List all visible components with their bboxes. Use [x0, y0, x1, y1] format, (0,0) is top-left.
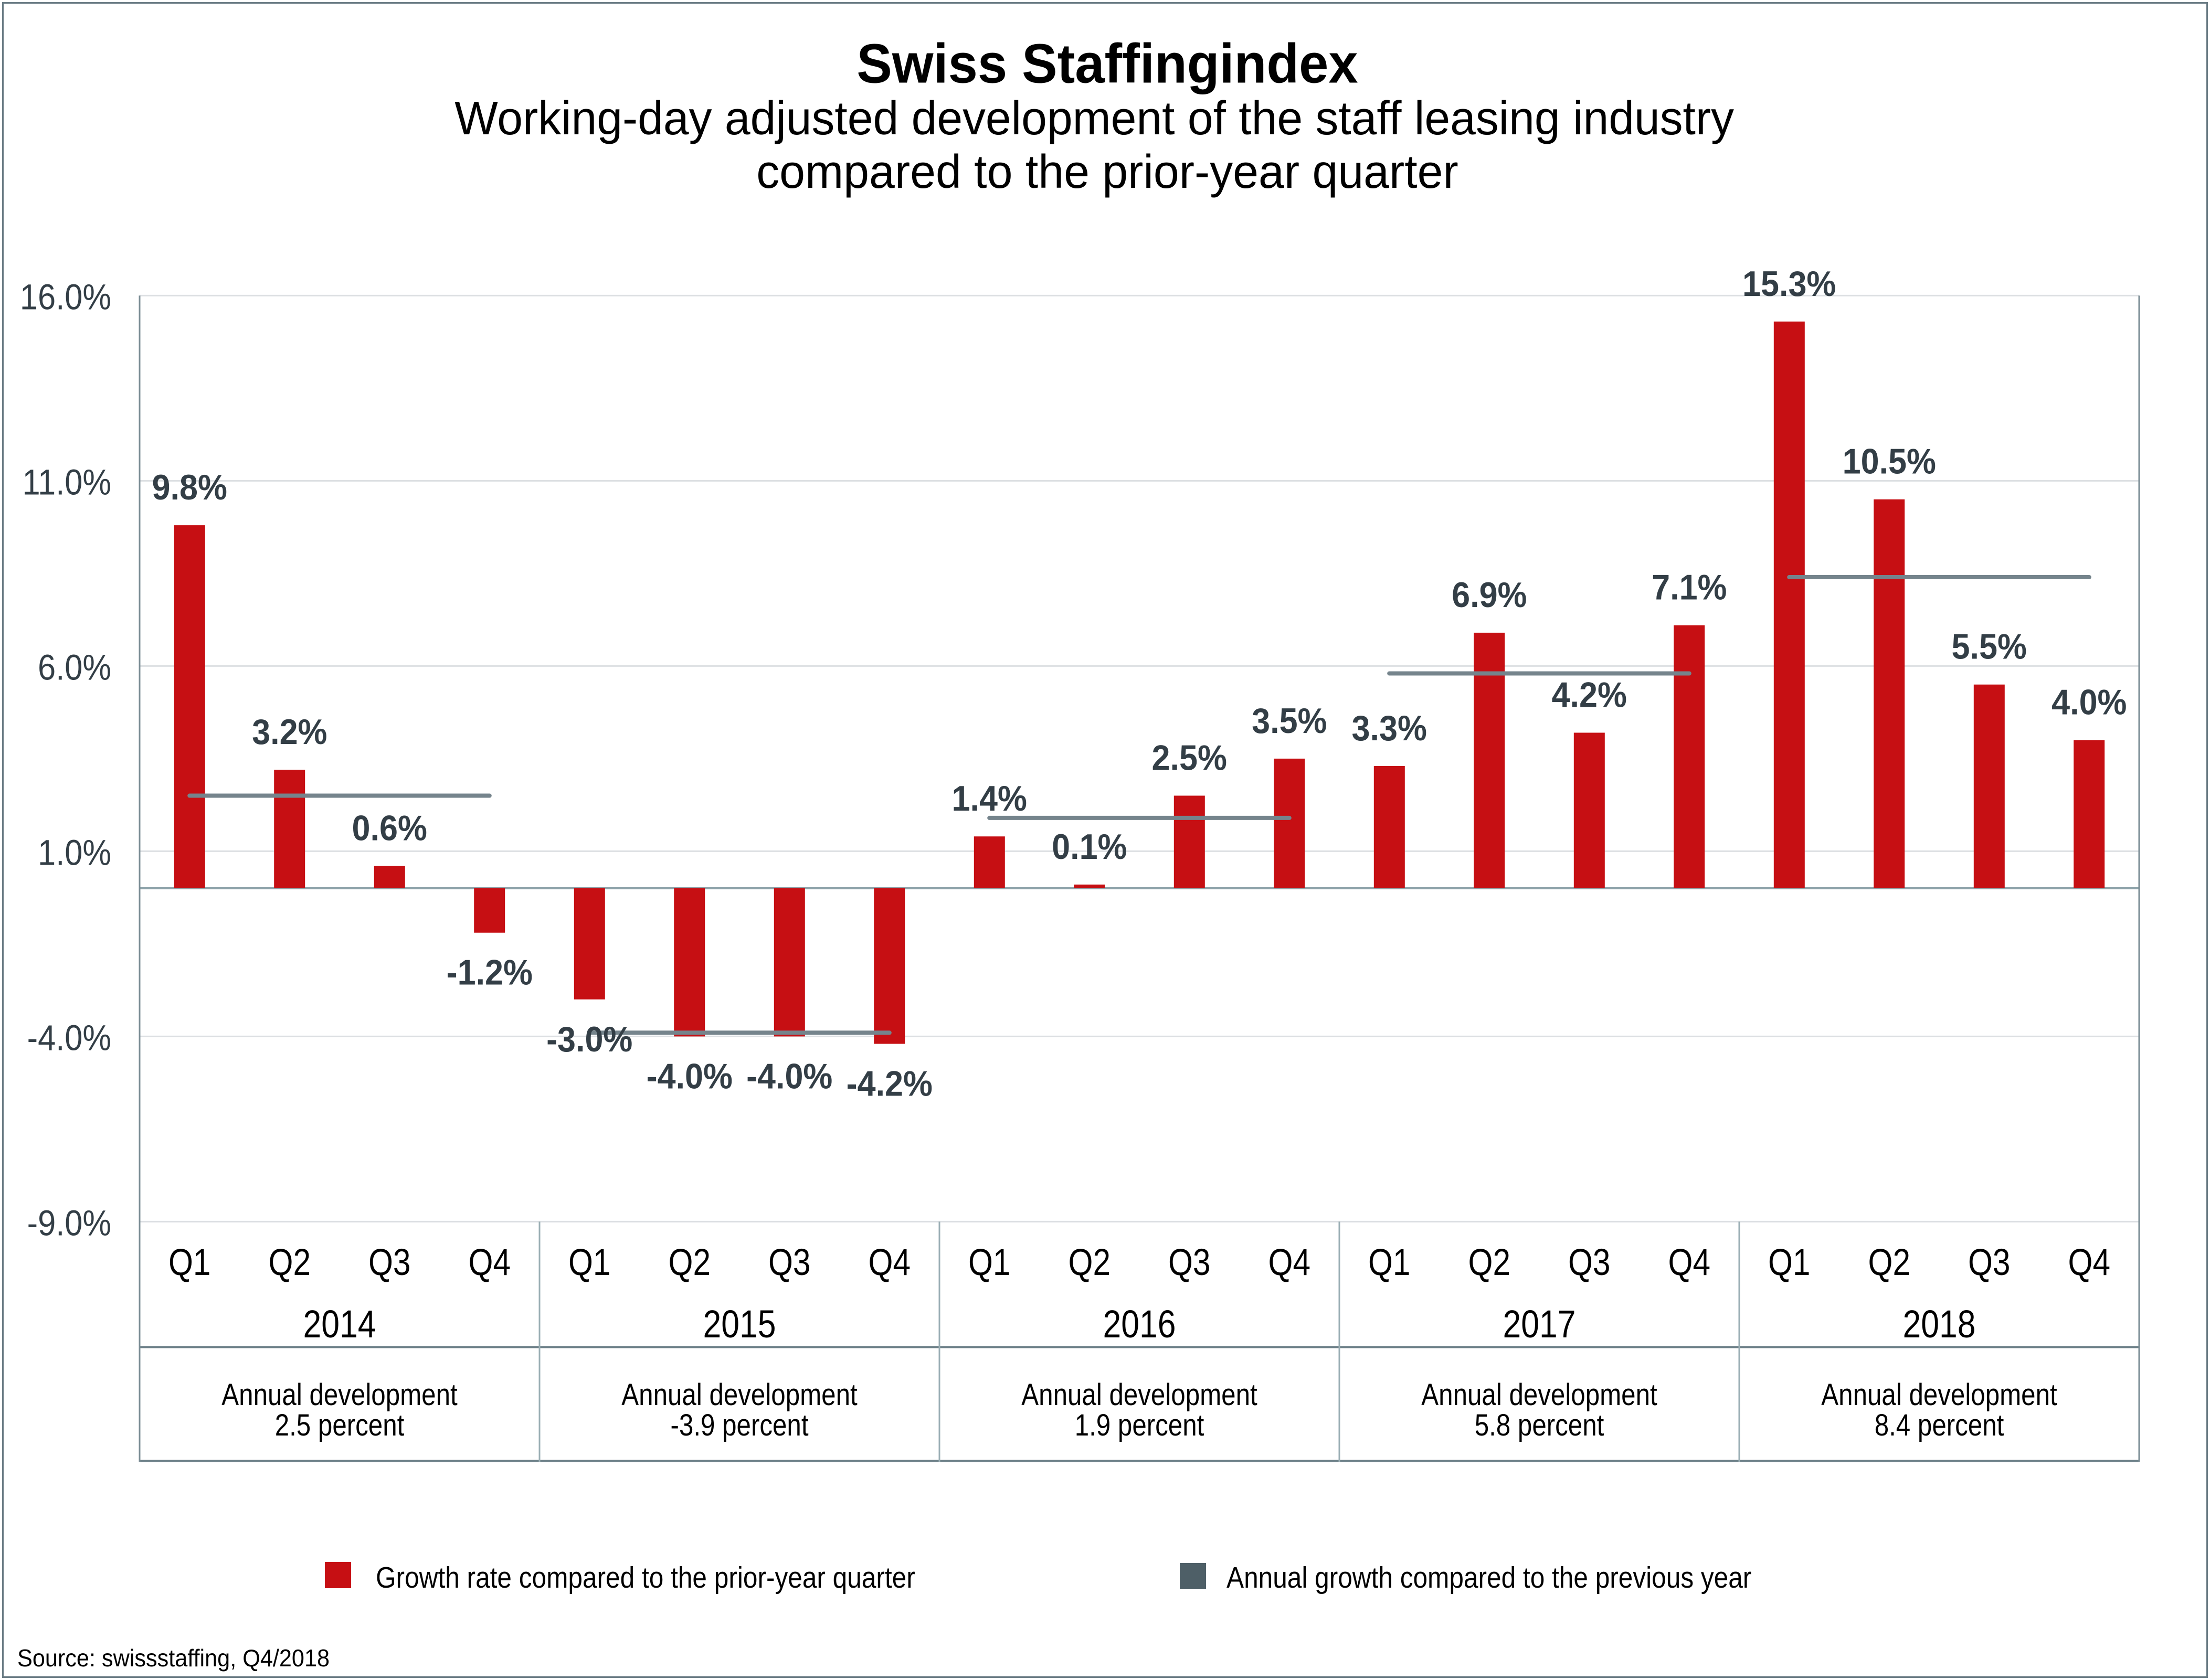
- svg-text:2018: 2018: [1902, 1302, 1975, 1346]
- svg-text:Q4: Q4: [1668, 1241, 1711, 1283]
- svg-text:3.3%: 3.3%: [1352, 708, 1427, 748]
- svg-text:Q2: Q2: [1868, 1241, 1911, 1283]
- svg-text:-4.0%: -4.0%: [647, 1056, 733, 1096]
- svg-text:Annual development: Annual development: [1421, 1378, 1657, 1412]
- svg-text:Working-day adjusted developme: Working-day adjusted development of the …: [454, 92, 1734, 144]
- svg-text:2.5 percent: 2.5 percent: [275, 1408, 405, 1442]
- svg-text:-4.0%: -4.0%: [746, 1056, 832, 1096]
- svg-text:Growth rate compared to the pr: Growth rate compared to the prior-year q…: [376, 1561, 915, 1594]
- svg-text:2015: 2015: [703, 1302, 776, 1346]
- svg-text:15.3%: 15.3%: [1742, 264, 1836, 304]
- svg-text:1.0%: 1.0%: [38, 832, 111, 873]
- svg-text:4.0%: 4.0%: [2052, 682, 2127, 722]
- svg-text:Q4: Q4: [869, 1241, 911, 1283]
- svg-text:1.9 percent: 1.9 percent: [1075, 1408, 1204, 1442]
- svg-text:11.0%: 11.0%: [22, 462, 111, 502]
- svg-text:-1.2%: -1.2%: [447, 952, 533, 992]
- svg-text:Q2: Q2: [1069, 1241, 1111, 1283]
- svg-text:compared to the prior-year qua: compared to the prior-year quarter: [756, 145, 1458, 198]
- svg-text:16.0%: 16.0%: [20, 277, 111, 317]
- svg-text:9.8%: 9.8%: [152, 467, 227, 507]
- svg-text:Q3: Q3: [768, 1241, 811, 1283]
- svg-text:Source: swissstaffing, Q4/2018: Source: swissstaffing, Q4/2018: [17, 1645, 330, 1672]
- svg-text:Q1: Q1: [1768, 1241, 1811, 1283]
- svg-text:5.5%: 5.5%: [1952, 626, 2027, 666]
- svg-text:Q4: Q4: [2068, 1241, 2111, 1283]
- svg-text:1.4%: 1.4%: [952, 779, 1027, 818]
- svg-text:4.2%: 4.2%: [1552, 675, 1627, 715]
- svg-text:6.0%: 6.0%: [38, 647, 111, 687]
- svg-text:6.9%: 6.9%: [1452, 575, 1527, 615]
- svg-text:Annual development: Annual development: [1821, 1378, 2057, 1412]
- svg-text:-3.0%: -3.0%: [546, 1019, 632, 1059]
- svg-text:7.1%: 7.1%: [1652, 567, 1727, 607]
- svg-text:2014: 2014: [303, 1302, 376, 1346]
- svg-text:Q3: Q3: [1568, 1241, 1611, 1283]
- svg-text:-9.0%: -9.0%: [27, 1203, 111, 1243]
- svg-text:Q1: Q1: [968, 1241, 1011, 1283]
- svg-text:Q2: Q2: [269, 1241, 311, 1283]
- svg-text:Q3: Q3: [1168, 1241, 1211, 1283]
- svg-text:10.5%: 10.5%: [1843, 441, 1936, 481]
- svg-text:Q4: Q4: [469, 1241, 511, 1283]
- svg-text:8.4 percent: 8.4 percent: [1875, 1408, 2004, 1442]
- svg-text:2016: 2016: [1103, 1302, 1176, 1346]
- svg-text:Annual development: Annual development: [221, 1378, 457, 1412]
- svg-text:Annual development: Annual development: [621, 1378, 857, 1412]
- svg-text:-4.2%: -4.2%: [847, 1064, 933, 1103]
- svg-text:3.5%: 3.5%: [1252, 701, 1327, 741]
- svg-text:Swiss Staffingindex: Swiss Staffingindex: [856, 32, 1358, 94]
- svg-text:Q1: Q1: [168, 1241, 211, 1283]
- svg-text:2017: 2017: [1503, 1302, 1575, 1346]
- svg-text:Q3: Q3: [368, 1241, 411, 1283]
- svg-text:Q1: Q1: [1368, 1241, 1411, 1283]
- svg-text:Annual growth compared to the: Annual growth compared to the previous y…: [1226, 1561, 1751, 1594]
- svg-text:0.1%: 0.1%: [1052, 827, 1127, 867]
- svg-text:Q3: Q3: [1968, 1241, 2011, 1283]
- svg-text:Annual development: Annual development: [1021, 1378, 1257, 1412]
- svg-text:Q2: Q2: [669, 1241, 711, 1283]
- svg-text:Q1: Q1: [568, 1241, 611, 1283]
- svg-text:3.2%: 3.2%: [252, 712, 327, 752]
- svg-text:0.6%: 0.6%: [352, 808, 427, 848]
- svg-text:2.5%: 2.5%: [1152, 738, 1227, 778]
- svg-text:-4.0%: -4.0%: [27, 1017, 111, 1058]
- svg-text:5.8 percent: 5.8 percent: [1475, 1408, 1604, 1442]
- svg-text:-3.9 percent: -3.9 percent: [670, 1408, 808, 1442]
- svg-text:Q4: Q4: [1268, 1241, 1311, 1283]
- svg-text:Q2: Q2: [1468, 1241, 1511, 1283]
